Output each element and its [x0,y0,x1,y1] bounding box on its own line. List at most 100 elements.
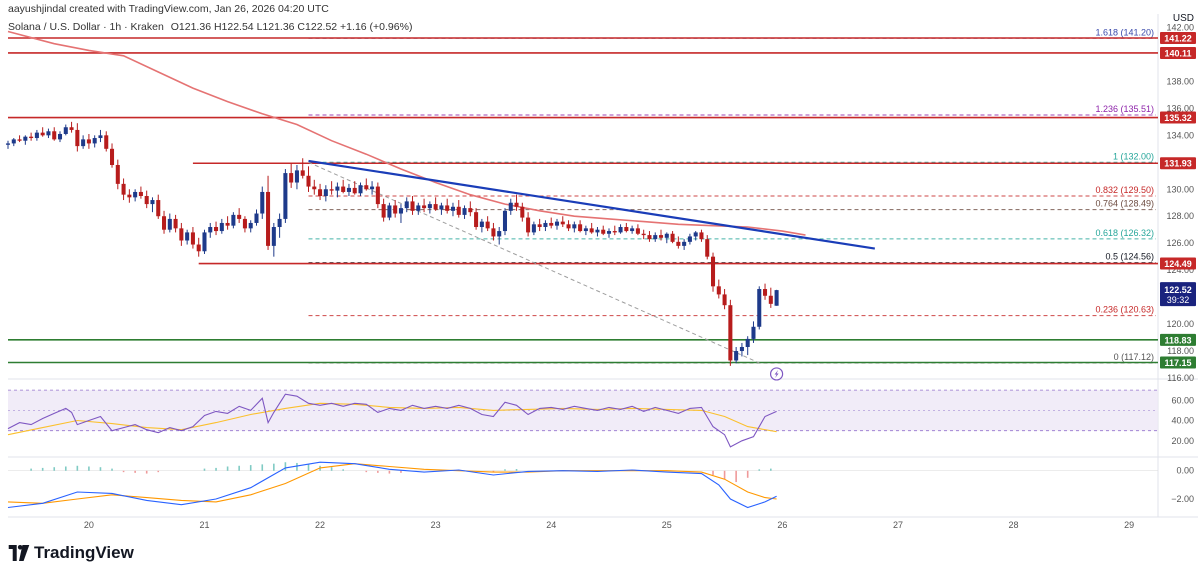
tradingview-logo-icon [8,545,30,561]
moving-average [7,30,806,236]
candle-body [543,222,548,228]
macd-histogram-bar [226,466,229,471]
candle-body [69,127,74,130]
candle-body [341,186,346,192]
price-tick-label: 116.00 [1167,373,1194,383]
candle-body [133,191,138,198]
candle-body [63,127,68,134]
candle-body [491,228,496,237]
fib-level-label: 1 (132.00) [1113,151,1154,161]
level-tag [1160,333,1196,346]
candle-body [768,295,773,304]
candle-body [289,173,294,183]
candle-body [589,228,594,233]
candle-body [427,204,432,209]
candle-body [479,221,484,228]
level-tag-label: 141.22 [1164,33,1192,43]
candle-body [242,218,247,229]
candle-body [693,232,698,237]
candle-body [92,138,97,144]
candle-body [150,200,155,205]
macd-histogram-bar [203,468,206,471]
candle-body [606,231,612,234]
candle-body [398,208,403,214]
fib-level-label: 0.5 (124.56) [1105,252,1154,262]
candle-body [468,208,473,213]
macd-histogram-bar [249,465,252,471]
candle-body [578,224,583,232]
candle-body [52,131,57,140]
bearish-trendline [308,159,876,250]
candle-body [647,235,652,240]
fib-anchor-line [308,161,760,364]
candle-body [531,224,536,233]
price-tick-label: 126.00 [1166,238,1194,248]
candle-body [630,228,635,232]
candle-body [196,244,201,252]
candle-body [572,224,577,229]
candle-body [318,189,323,196]
rsi-tick-label: 60.00 [1171,395,1194,405]
macd-histogram-bar [76,465,79,471]
macd-histogram-bar [145,470,148,474]
fib-level-label: 0.832 (129.50) [1095,185,1154,195]
time-tick-label: 24 [546,520,556,530]
candle-body [716,286,721,295]
time-tick-label: 20 [84,520,94,530]
macd-histogram-bar [64,466,67,471]
moving-average-line [7,30,806,236]
macd-histogram-bar [134,470,136,473]
candle-body [370,186,375,190]
candle-body [214,227,219,232]
candle-body [335,186,340,191]
macd-histogram-bar [746,470,749,478]
horizontal-levels [8,37,1158,364]
candle-body [260,191,265,214]
lightning-icon [769,367,784,381]
candle-body [237,214,242,219]
candle-body [208,227,213,233]
symbol-legend[interactable]: Solana / U.S. Dollar · 1h · Kraken O121.… [8,21,412,33]
candle-body [23,136,28,141]
fib-level-label: 0 (117.12) [1114,352,1154,362]
candle-body [508,202,513,211]
macd-histogram-bar [261,464,264,471]
candle-body [219,222,224,232]
macd-histogram-bar [504,469,506,471]
candle-body [190,232,195,245]
macd-histogram-bar [388,470,391,474]
candle-body [185,232,190,241]
macd-histogram-bar [723,470,726,480]
macd-signal-line [7,463,777,504]
candle-body [225,222,230,226]
candle-body [554,221,560,226]
candle-body [595,229,600,233]
candle-body [393,205,398,214]
candle-body [144,196,149,205]
level-tag-label: 135.32 [1164,113,1192,123]
current-price-label: 122.52 [1164,285,1192,295]
candle-body [127,194,132,198]
candle-body [445,205,450,211]
candle-body [682,241,687,246]
candle-body [549,222,554,226]
candle-body [300,170,305,176]
chart-attribution: aayushjindal created with TradingView.co… [8,3,329,15]
candle-body [757,289,762,327]
candle-body [658,235,664,238]
level-tag-label: 117.15 [1164,358,1191,368]
macd-histogram-bar [342,469,344,471]
candle-body [497,231,502,237]
candle-body [664,233,669,238]
candle-body [670,233,675,242]
macd-pane: 0.00 −2.00 [7,461,1194,509]
ohlc-values: O121.36 H122.54 L121.36 C122.52 +1.16 (+… [170,21,413,33]
candle-body [179,228,184,241]
candle-body [739,346,744,352]
tradingview-logo[interactable]: TradingView [8,543,134,563]
rsi-tick-label: 40.00 [1171,416,1194,426]
candle-body [687,236,692,242]
candle-body [641,233,646,236]
price-tick-label: 134.00 [1166,130,1194,140]
